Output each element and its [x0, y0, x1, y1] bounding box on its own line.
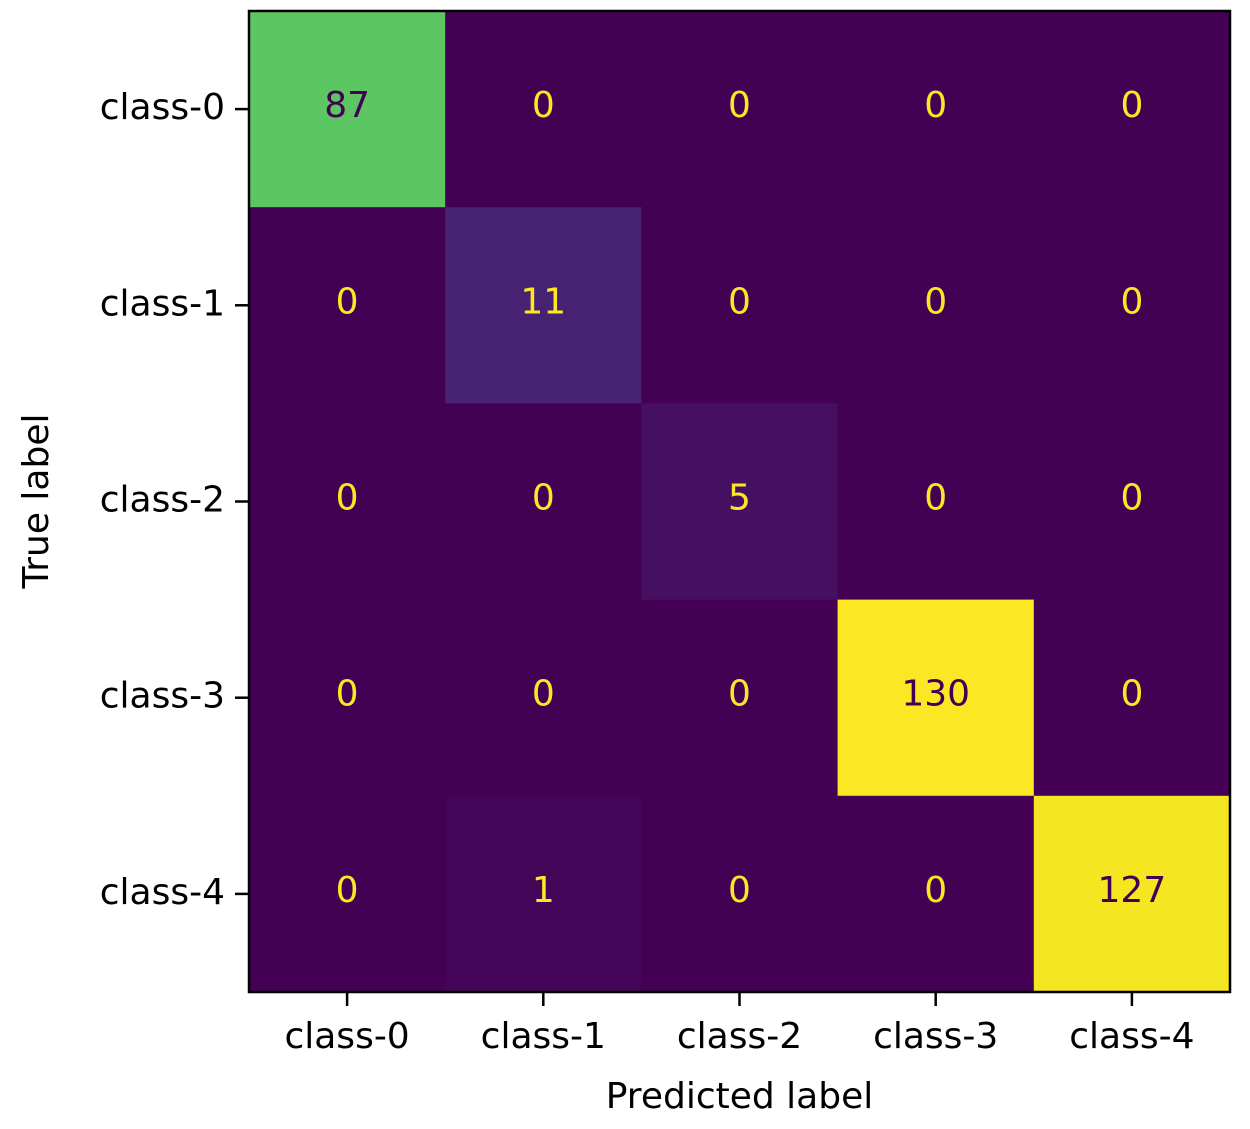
- cell-value-label: 0: [728, 674, 751, 715]
- heatmap-cell: [1033, 403, 1231, 601]
- y-tick-label: class-0: [100, 87, 225, 128]
- heatmap-cell: [249, 403, 446, 601]
- x-axis: class-0 class-1 class-2 class-3 class-4: [284, 992, 1195, 1057]
- heatmap-cell: [641, 11, 839, 208]
- cell-value-labels: 87 0 0 0 0 0 11 0 0 0 0 0 5 0 0 0 0 0 130 0 0 1 0 0 127: [324, 85, 1166, 911]
- cell-value-label: 0: [336, 870, 359, 911]
- heatmap-cell: [445, 11, 642, 208]
- x-tick-label: class-0: [284, 1016, 409, 1057]
- cell-value-label: 0: [924, 478, 947, 519]
- cell-value-label: 0: [532, 85, 555, 126]
- heatmap-cells: [249, 11, 1231, 993]
- cell-value-label: 0: [924, 870, 947, 911]
- heatmap-cell: [1033, 599, 1231, 797]
- cell-value-label: 127: [1098, 870, 1167, 911]
- y-tick-label: class-1: [100, 283, 225, 324]
- cell-value-label: 0: [336, 674, 359, 715]
- heatmap-cell: [1033, 11, 1231, 208]
- x-tick-label: class-1: [481, 1016, 606, 1057]
- cell-value-label: 0: [1120, 281, 1143, 322]
- y-tick-label: class-2: [100, 480, 225, 521]
- cell-value-label: 0: [336, 281, 359, 322]
- y-axis: class-0 class-1 class-2 class-3 class-4: [100, 87, 249, 913]
- cell-value-label: 0: [532, 478, 555, 519]
- heatmap-cell: [837, 599, 1035, 797]
- x-tick-label: class-3: [873, 1016, 998, 1057]
- heatmap-cell: [445, 599, 642, 797]
- cell-value-label: 0: [924, 85, 947, 126]
- heatmap-cell: [837, 11, 1035, 208]
- cell-value-label: 130: [901, 674, 970, 715]
- heatmap-cell: [249, 599, 446, 797]
- cell-value-label: 0: [1120, 478, 1143, 519]
- cell-value-label: 0: [728, 85, 751, 126]
- heatmap-cell: [1033, 207, 1231, 404]
- x-tick-label: class-4: [1069, 1016, 1194, 1057]
- heatmap-cell: [249, 11, 446, 208]
- cell-value-label: 5: [728, 478, 751, 519]
- heatmap-cell: [641, 207, 839, 404]
- x-tick-label: class-2: [677, 1016, 802, 1057]
- y-tick-label: class-3: [100, 676, 225, 717]
- heatmap-cell: [837, 207, 1035, 404]
- heatmap-cell: [641, 403, 839, 601]
- y-tick-label: class-4: [100, 872, 225, 913]
- cell-value-label: 0: [1120, 674, 1143, 715]
- heatmap-cell: [445, 795, 642, 993]
- heatmap-cell: [249, 207, 446, 404]
- cell-value-label: 0: [924, 281, 947, 322]
- cell-value-label: 0: [532, 674, 555, 715]
- y-axis-title: True label: [16, 414, 57, 590]
- x-axis-title: Predicted label: [606, 1076, 874, 1117]
- heatmap-cell: [249, 795, 446, 993]
- cell-value-label: 0: [728, 281, 751, 322]
- cell-value-label: 0: [728, 870, 751, 911]
- heatmap-cell: [837, 795, 1035, 993]
- heatmap-cell: [641, 599, 839, 797]
- heatmap-cell: [445, 403, 642, 601]
- heatmap-cell: [1033, 795, 1231, 993]
- heatmap-cell: [445, 207, 642, 404]
- cell-value-label: 1: [532, 870, 555, 911]
- cell-value-label: 87: [324, 85, 370, 126]
- cell-value-label: 11: [520, 281, 566, 322]
- heatmap-cell: [641, 795, 839, 993]
- heatmap-cell: [837, 403, 1035, 601]
- cell-value-label: 0: [336, 478, 359, 519]
- cell-value-label: 0: [1120, 85, 1143, 126]
